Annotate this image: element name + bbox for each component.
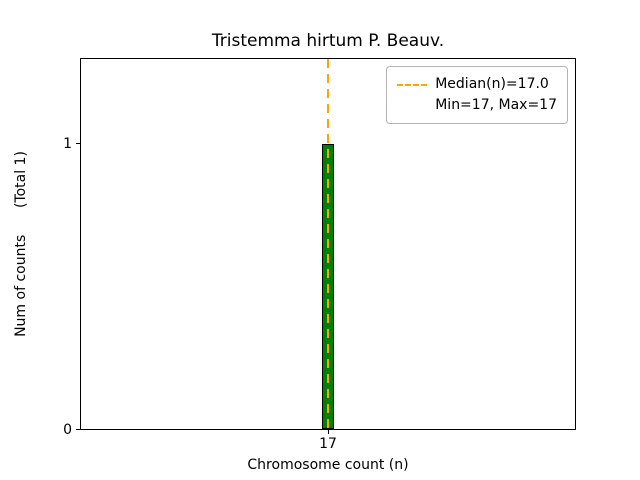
y-tick-label-1: 1	[63, 136, 72, 152]
median-line	[327, 59, 329, 429]
plot-area: Median(n)=17.0 Min=17, Max=17	[80, 58, 576, 430]
legend: Median(n)=17.0 Min=17, Max=17	[386, 66, 568, 124]
x-axis-label: Chromosome count (n)	[247, 457, 409, 473]
x-tick-mark-17	[328, 430, 329, 434]
x-tick-label-17: 17	[319, 436, 337, 452]
y-tick-label-0: 0	[63, 422, 72, 438]
chart-title: Tristemma hirtum P. Beauv.	[211, 31, 445, 51]
legend-item-median: Median(n)=17.0	[397, 74, 557, 95]
y-tick-mark-0	[76, 429, 80, 430]
legend-item-minmax: Min=17, Max=17	[397, 95, 557, 116]
y-axis-label: Num of counts (Total 1)	[13, 151, 29, 337]
legend-label-median: Median(n)=17.0	[435, 76, 549, 92]
median-dashed-line-icon	[397, 83, 428, 86]
legend-label-minmax: Min=17, Max=17	[435, 97, 557, 113]
y-tick-mark-1	[76, 143, 80, 144]
